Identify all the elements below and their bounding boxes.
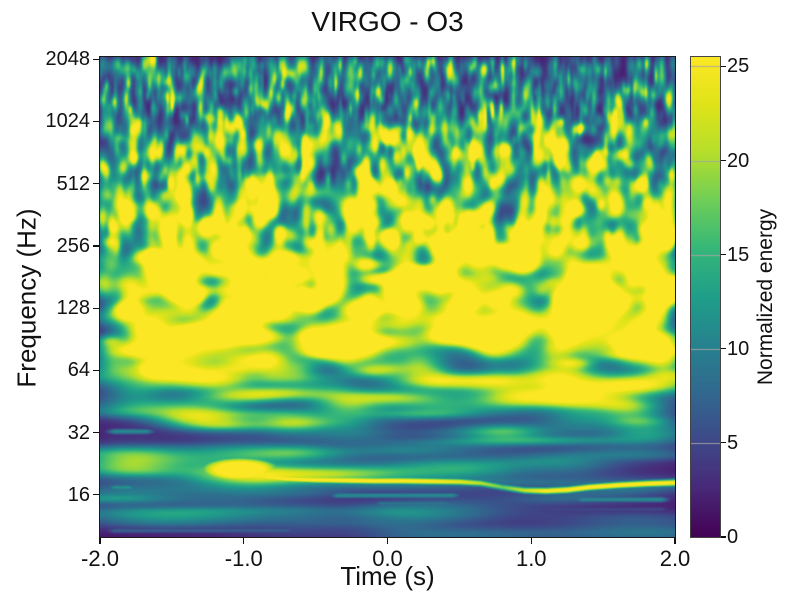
x-tick-label: 2.0 (659, 546, 691, 571)
x-tick-label: 1.0 (515, 546, 547, 571)
colorbar-tick-mark (721, 159, 726, 162)
colorbar-tick-mark (721, 536, 726, 538)
chart-title: VIRGO - O3 (311, 6, 464, 37)
x-tick-mark (99, 538, 101, 544)
y-tick-label: 256 (56, 234, 90, 257)
y-tick-mark (93, 58, 99, 60)
y-tick-mark (93, 307, 99, 309)
colorbar-tick-mark (721, 348, 726, 350)
y-tick-label: 2048 (45, 48, 91, 71)
x-tick-label: -2.0 (81, 546, 119, 571)
x-tick-mark (530, 538, 532, 544)
colorbar-tick-label: 15 (727, 243, 750, 266)
y-tick-label: 1024 (45, 110, 91, 133)
y-tick-label: 128 (56, 297, 90, 320)
colorbar-tick-mark (721, 254, 726, 256)
colorbar-gradient (691, 57, 720, 537)
colorbar-tick-label: 0 (727, 526, 739, 548)
y-tick-label: 512 (56, 172, 90, 195)
x-tick-mark (674, 538, 676, 544)
y-tick-label: 64 (67, 359, 90, 382)
colorbar-tick-label: 10 (727, 337, 750, 360)
colorbar-tick-label: 20 (727, 149, 750, 172)
colorbar-tick-mark (721, 65, 726, 67)
spectrogram-heatmap (100, 57, 675, 537)
y-tick-mark (93, 120, 99, 123)
colorbar-tick-mark (721, 442, 726, 444)
x-tick-label: -1.0 (224, 546, 263, 571)
y-tick-mark (93, 369, 99, 371)
x-tick-mark (386, 538, 389, 544)
y-tick-label: 16 (67, 483, 90, 506)
y-tick-mark (93, 245, 99, 247)
y-tick-mark (93, 183, 99, 185)
y-tick-label: 32 (67, 421, 90, 444)
colorbar-tick-label: 25 (727, 55, 750, 78)
x-tick-mark (243, 538, 245, 544)
y-tick-mark (93, 494, 99, 496)
x-axis-label: Time (s) (340, 561, 435, 591)
y-tick-mark (93, 431, 99, 434)
x-tick-label: 0.0 (372, 546, 403, 571)
colorbar-tick-label: 5 (727, 431, 739, 454)
